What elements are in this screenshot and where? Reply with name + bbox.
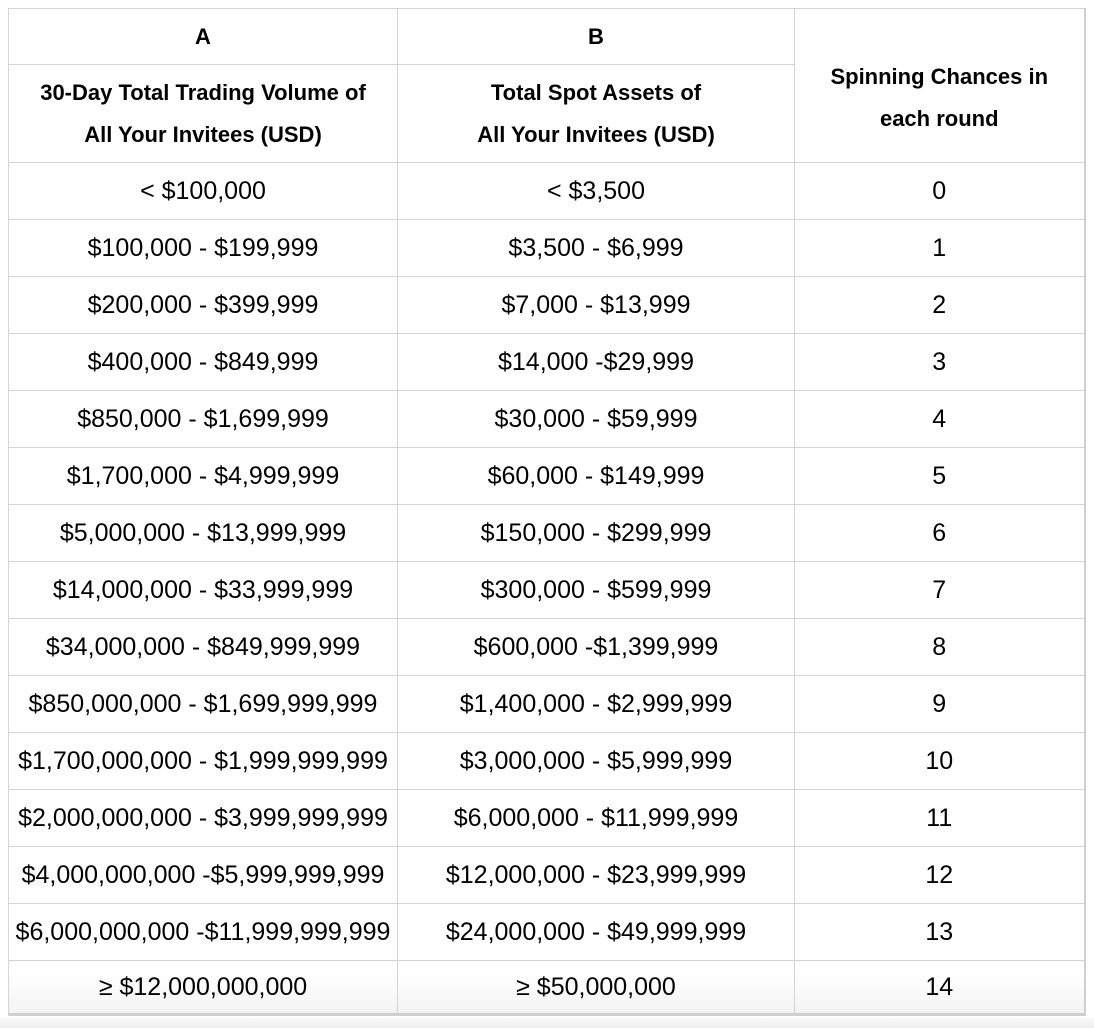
table-row: $1,700,000 - $4,999,999 $60,000 - $149,99…: [8, 447, 1085, 505]
table-body: < $100,000 < $3,500 0 $100,000 - $199,999 $3…: [8, 162, 1085, 1015]
trading-volume-cell: $850,000,000 - $1,699,999,999: [8, 675, 398, 733]
table-row: $34,000,000 - $849,999,999 $600,000 -$1,3…: [8, 618, 1085, 676]
spinning-chances-cell: 1: [794, 219, 1085, 277]
spot-assets-cell: < $3,500: [397, 162, 795, 220]
table-row: $1,700,000,000 - $1,999,999,999 $3,000,00…: [8, 732, 1085, 790]
table-row: $4,000,000,000 -$5,999,999,999 $12,000,00…: [8, 846, 1085, 904]
spot-assets-cell: $30,000 - $59,999: [397, 390, 795, 448]
spot-assets-cell: $300,000 - $599,999: [397, 561, 795, 619]
spinning-chances-cell: 9: [794, 675, 1085, 733]
spot-assets-cell: $60,000 - $149,999: [397, 447, 795, 505]
spinning-chances-cell: 12: [794, 846, 1085, 904]
table-row: $2,000,000,000 - $3,999,999,999 $6,000,00…: [8, 789, 1085, 847]
trading-volume-cell: $2,000,000,000 - $3,999,999,999: [8, 789, 398, 847]
column-a-letter: A: [8, 8, 398, 65]
spot-assets-cell: $14,000 -$29,999: [397, 333, 795, 391]
spinning-chances-cell: 0: [794, 162, 1085, 220]
spot-assets-cell: $12,000,000 - $23,999,999: [397, 846, 795, 904]
spinning-chances-table: A B Spinning Chances in each round 30-Da…: [8, 8, 1086, 1016]
spinning-chances-cell: 10: [794, 732, 1085, 790]
spot-assets-cell: $6,000,000 - $11,999,999: [397, 789, 795, 847]
column-b-letter: B: [397, 8, 795, 65]
spinning-chances-header: Spinning Chances in each round: [794, 8, 1085, 163]
spinning-chances-cell: 3: [794, 333, 1085, 391]
spot-assets-cell: $7,000 - $13,999: [397, 276, 795, 334]
table-row: $6,000,000,000 -$11,999,999,999 $24,000,0…: [8, 903, 1085, 961]
table-row: $850,000,000 - $1,699,999,999 $1,400,000 …: [8, 675, 1085, 733]
table-row: $400,000 - $849,999 $14,000 -$29,999 3: [8, 333, 1085, 391]
table-row: $850,000 - $1,699,999 $30,000 - $59,999 4: [8, 390, 1085, 448]
trading-volume-cell: $14,000,000 - $33,999,999: [8, 561, 398, 619]
trading-volume-cell: $34,000,000 - $849,999,999: [8, 618, 398, 676]
spinning-chances-cell: 4: [794, 390, 1085, 448]
spot-assets-cell: $24,000,000 - $49,999,999: [397, 903, 795, 961]
spinning-chances-cell: 8: [794, 618, 1085, 676]
trading-volume-header: 30-Day Total Trading Volume of All Your …: [8, 64, 398, 163]
spot-assets-cell: ≥ $50,000,000: [397, 960, 795, 1015]
table-row: $200,000 - $399,999 $7,000 - $13,999 2: [8, 276, 1085, 334]
trading-volume-cell: ≥ $12,000,000,000: [8, 960, 398, 1015]
spot-assets-cell: $3,000,000 - $5,999,999: [397, 732, 795, 790]
spot-assets-cell: $1,400,000 - $2,999,999: [397, 675, 795, 733]
spot-assets-cell: $600,000 -$1,399,999: [397, 618, 795, 676]
trading-volume-cell: $100,000 - $199,999: [8, 219, 398, 277]
spinning-chances-cell: 6: [794, 504, 1085, 562]
spot-assets-cell: $150,000 - $299,999: [397, 504, 795, 562]
spinning-chances-cell: 14: [794, 960, 1085, 1015]
trading-volume-cell: $200,000 - $399,999: [8, 276, 398, 334]
trading-volume-cell: $1,700,000 - $4,999,999: [8, 447, 398, 505]
group-header-row: A B Spinning Chances in each round: [8, 8, 1085, 163]
trading-volume-cell: $5,000,000 - $13,999,999: [8, 504, 398, 562]
trading-volume-cell: $4,000,000,000 -$5,999,999,999: [8, 846, 398, 904]
table-row: $14,000,000 - $33,999,999 $300,000 - $599…: [8, 561, 1085, 619]
trading-volume-cell: $1,700,000,000 - $1,999,999,999: [8, 732, 398, 790]
spinning-chances-cell: 11: [794, 789, 1085, 847]
spot-assets-cell: $3,500 - $6,999: [397, 219, 795, 277]
trading-volume-cell: < $100,000: [8, 162, 398, 220]
spinning-chances-cell: 7: [794, 561, 1085, 619]
table-row: < $100,000 < $3,500 0: [8, 162, 1085, 220]
trading-volume-cell: $400,000 - $849,999: [8, 333, 398, 391]
spinning-chances-cell: 5: [794, 447, 1085, 505]
table-row: $100,000 - $199,999 $3,500 - $6,999 1: [8, 219, 1085, 277]
table-row: $5,000,000 - $13,999,999 $150,000 - $299,…: [8, 504, 1085, 562]
column-header-row: 30-Day Total Trading Volume of All Your …: [8, 64, 1085, 163]
trading-volume-cell: $6,000,000,000 -$11,999,999,999: [8, 903, 398, 961]
spinning-chances-cell: 13: [794, 903, 1085, 961]
trading-volume-cell: $850,000 - $1,699,999: [8, 390, 398, 448]
table-row: ≥ $12,000,000,000 ≥ $50,000,000 14: [8, 960, 1085, 1015]
spot-assets-header: Total Spot Assets of All Your Invitees (…: [397, 64, 795, 163]
spinning-chances-cell: 2: [794, 276, 1085, 334]
